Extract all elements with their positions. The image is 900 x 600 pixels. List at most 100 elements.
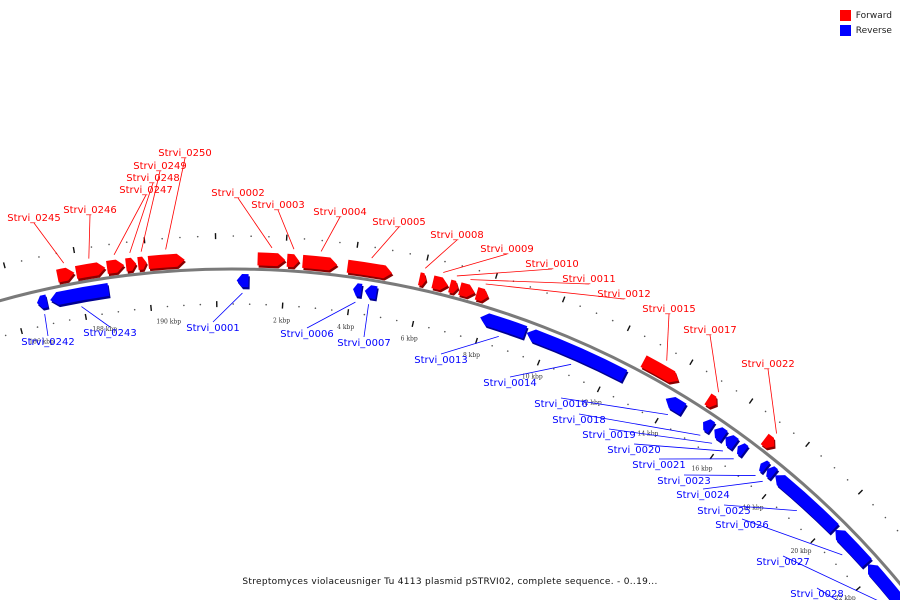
minor-tick (835, 563, 837, 566)
major-tick (596, 386, 601, 393)
gene-label[interactable]: Strvi_0017 (683, 325, 737, 336)
legend-label-forward: Forward (855, 10, 892, 21)
gene-label[interactable]: Strvi_0242 (21, 337, 75, 348)
minor-tick (4, 334, 7, 337)
gene-strvi_0013[interactable] (480, 313, 528, 339)
gene-label[interactable]: Strvi_0021 (632, 460, 686, 471)
gene-label[interactable]: Strvi_0243 (83, 328, 137, 339)
gene-label[interactable]: Strvi_0009 (480, 244, 534, 255)
label-leader-line (633, 443, 723, 452)
gene-label[interactable]: Strvi_0246 (63, 205, 117, 216)
gene-label[interactable]: Strvi_0008 (430, 230, 484, 241)
gene-label[interactable]: Strvi_0007 (337, 338, 391, 349)
gene-strvi_0006[interactable] (353, 283, 363, 297)
minor-tick (478, 269, 481, 272)
gene-strvi_0009[interactable] (431, 275, 449, 291)
gene-label[interactable]: Strvi_0018 (552, 415, 606, 426)
label-leader-line (306, 301, 356, 329)
gene-strvi_0005[interactable] (346, 259, 393, 279)
gene-label[interactable]: Strvi_0011 (562, 274, 616, 285)
major-tick (2, 262, 6, 269)
gene-strvi_0024[interactable] (766, 466, 778, 480)
minor-tick (735, 390, 738, 392)
gene-label[interactable]: Strvi_0250 (158, 148, 212, 159)
gene-label[interactable]: Strvi_0010 (525, 259, 579, 270)
gene-strvi_0007[interactable] (364, 285, 378, 300)
label-leader-line (782, 555, 878, 600)
gene-strvi_0245[interactable] (56, 267, 75, 283)
gene-strvi_0025[interactable] (775, 475, 839, 534)
minor-tick (166, 305, 169, 308)
gene-label[interactable]: Strvi_0012 (597, 289, 651, 300)
gene-strvi_0017[interactable] (704, 393, 717, 408)
gene-strvi_0002[interactable] (257, 252, 286, 267)
label-leader-line (666, 313, 670, 361)
gene-label[interactable]: Strvi_0015 (642, 304, 696, 315)
gene-label[interactable]: Strvi_0014 (483, 378, 537, 389)
gene-label[interactable]: Strvi_0001 (186, 323, 240, 334)
gene-label[interactable]: Strvi_0006 (280, 329, 334, 340)
gene-label[interactable]: Strvi_0013 (414, 355, 468, 366)
minor-tick (583, 381, 585, 383)
gene-strvi_0019[interactable] (714, 427, 728, 442)
gene-strvi_0249[interactable] (137, 256, 147, 271)
gene-strvi_0012[interactable] (474, 287, 489, 302)
gene-label[interactable]: Strvi_0019 (582, 430, 636, 441)
label-leader-line (578, 413, 701, 436)
gene-strvi_0010[interactable] (448, 279, 459, 294)
minor-tick (675, 352, 677, 355)
gene-label[interactable]: Strvi_0002 (211, 188, 265, 199)
minor-tick (125, 241, 128, 243)
gene-strvi_0027[interactable] (867, 564, 900, 600)
gene-label[interactable]: Strvi_0248 (126, 173, 180, 184)
gene-label[interactable]: Strvi_0023 (657, 476, 711, 487)
scale-label: 4 kbp (337, 324, 354, 331)
gene-strvi_0026[interactable] (835, 529, 872, 568)
gene-strvi_0004[interactable] (302, 254, 338, 271)
gene-label[interactable]: Strvi_0245 (7, 213, 61, 224)
gene-strvi_0015[interactable] (640, 355, 679, 383)
legend-item-forward: Forward (839, 8, 892, 23)
gene-strvi_0247[interactable] (106, 259, 125, 274)
gene-strvi_0016[interactable] (665, 396, 687, 415)
gene-strvi_0021[interactable] (736, 443, 749, 457)
minor-tick (321, 239, 324, 242)
minor-tick (161, 237, 163, 240)
minor-tick (764, 410, 767, 413)
minor-tick (522, 355, 525, 358)
gene-strvi_0242[interactable] (36, 294, 49, 309)
minor-tick (303, 238, 306, 240)
label-leader-line (709, 334, 719, 393)
gene-label[interactable]: Strvi_0247 (119, 185, 173, 196)
gene-strvi_0001[interactable] (236, 274, 249, 288)
legend: Forward Reverse (839, 8, 892, 38)
gene-label[interactable]: Strvi_0003 (251, 200, 305, 211)
gene-strvi_0246[interactable] (74, 262, 106, 279)
gene-strvi_0250[interactable] (147, 253, 185, 269)
gene-label[interactable]: Strvi_0026 (715, 520, 769, 531)
gene-label[interactable]: Strvi_0249 (133, 161, 187, 172)
gene-label[interactable]: Strvi_0027 (756, 557, 810, 568)
gene-strvi_0003[interactable] (286, 253, 300, 268)
gene-strvi_0243[interactable] (50, 283, 110, 305)
scale-label: 16 kbp (692, 465, 713, 472)
gene-label[interactable]: Strvi_0028 (790, 589, 844, 600)
gene-label[interactable]: Strvi_0004 (313, 207, 367, 218)
gene-label[interactable]: Strvi_0022 (741, 359, 795, 370)
gene-strvi_0023[interactable] (759, 460, 771, 473)
gene-label[interactable]: Strvi_0020 (607, 445, 661, 456)
gene-strvi_0011[interactable] (458, 282, 475, 298)
gene-strvi_0018[interactable] (703, 419, 716, 434)
gene-label[interactable]: Strvi_0005 (372, 217, 426, 228)
gene-strvi_0248[interactable] (125, 257, 137, 272)
gene-label[interactable]: Strvi_0024 (676, 490, 730, 501)
minor-tick (823, 551, 826, 554)
gene-strvi_0022[interactable] (760, 433, 775, 449)
gene-strvi_0020[interactable] (725, 435, 739, 450)
gene-label[interactable]: Strvi_0025 (697, 506, 751, 517)
gene-strvi_0014[interactable] (526, 329, 628, 382)
gene-label[interactable]: Strvi_0016 (534, 399, 588, 410)
minor-tick (379, 316, 382, 319)
gene-strvi_0008[interactable] (417, 272, 427, 286)
